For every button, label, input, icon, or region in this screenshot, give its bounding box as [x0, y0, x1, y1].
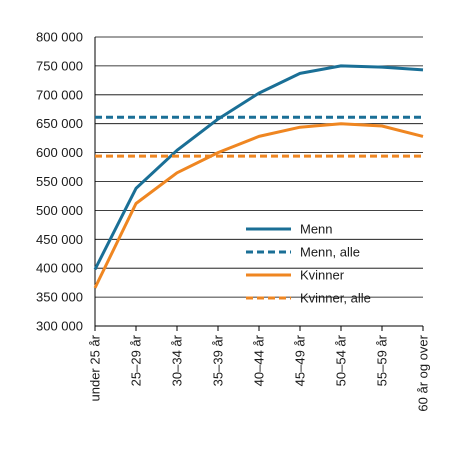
x-tick-label: 55–59 år	[375, 334, 390, 386]
x-tick-label: 40–44 år	[252, 334, 267, 386]
y-tick-label: 550 000	[36, 174, 83, 189]
legend-label: Menn, alle	[300, 245, 360, 260]
legend-label: Kvinner	[300, 268, 345, 283]
y-tick-label: 800 000	[36, 30, 83, 45]
series-lines	[93, 64, 424, 289]
series-line	[93, 122, 424, 289]
x-tick-label: 45–49 år	[293, 334, 308, 386]
x-tick-label: 60 år og over	[416, 334, 431, 411]
y-tick-label: 650 000	[36, 116, 83, 131]
x-tick-label: 25–29 år	[129, 334, 144, 386]
axes: 300 000 350 000 400 000 450 000 500 000 550 0…	[36, 30, 431, 412]
x-tick-label: under 25 år	[88, 334, 103, 401]
legend-label: Kvinner, alle	[300, 291, 371, 306]
x-tick-label: 50–54 år	[334, 334, 349, 386]
y-tick-label: 750 000	[36, 58, 83, 73]
x-tick-label: 30–34 år	[170, 334, 185, 386]
series-line	[93, 64, 424, 271]
y-tick-label: 300 000	[36, 319, 83, 334]
gridlines	[95, 36, 423, 298]
x-tick-label: 35–39 år	[211, 334, 226, 386]
y-tick-label: 350 000	[36, 290, 83, 305]
legend-label: Menn	[300, 222, 333, 237]
y-tick-label: 450 000	[36, 232, 83, 247]
y-tick-label: 600 000	[36, 145, 83, 160]
y-tick-label: 400 000	[36, 261, 83, 276]
legend: Menn Menn, alle Kvinner Kvinner, alle	[246, 222, 371, 306]
y-tick-label: 700 000	[36, 87, 83, 102]
y-tick-label: 500 000	[36, 203, 83, 218]
